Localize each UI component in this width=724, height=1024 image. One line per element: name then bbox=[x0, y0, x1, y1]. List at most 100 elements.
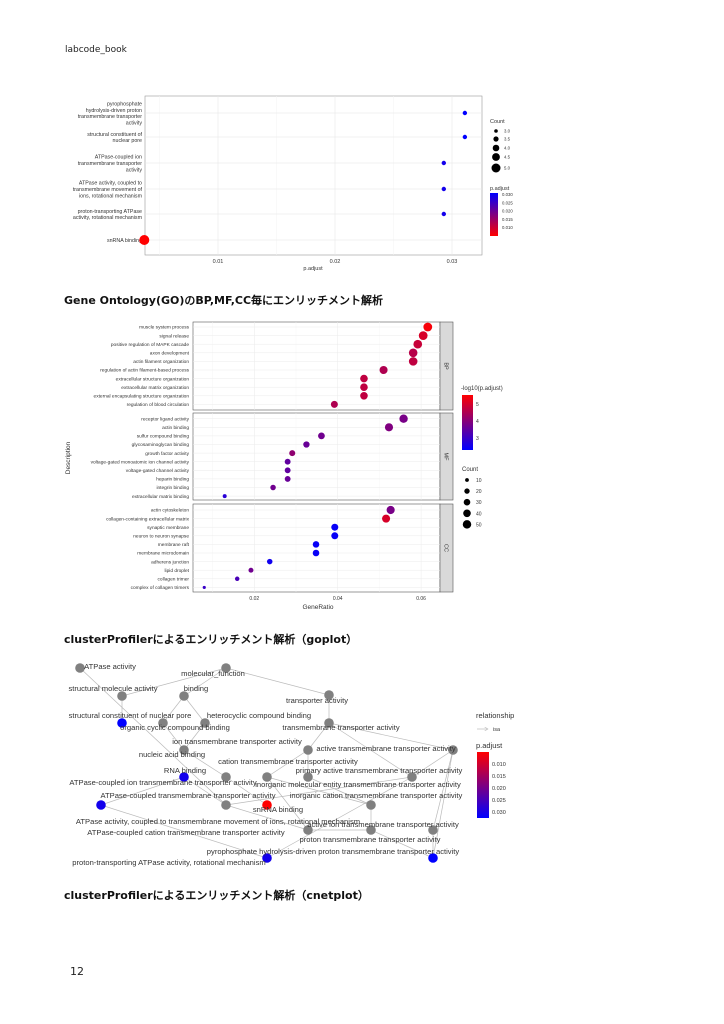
legend-count-label: 5.0 bbox=[504, 166, 511, 171]
edge-isa bbox=[308, 722, 330, 750]
legend-count-label: 50 bbox=[476, 522, 482, 528]
go-node bbox=[117, 691, 127, 701]
facet-strip-label: CC bbox=[443, 544, 449, 552]
legend-colorbar bbox=[490, 193, 498, 236]
edge-isa bbox=[122, 667, 227, 696]
legend-color-label: 0.020 bbox=[492, 786, 506, 792]
y-tick-label: receptor ligand activity bbox=[141, 416, 189, 422]
go-node-label: ATPase-coupled transmembrane transporter… bbox=[100, 791, 275, 800]
dotplot-chart: 0.01 0.02 0.03 p.adjust pyrophosphatehydroly… bbox=[73, 95, 513, 272]
edge-isa bbox=[225, 667, 329, 695]
y-tick-label: neuron to neuron synapse bbox=[133, 534, 189, 540]
facet-strip bbox=[439, 503, 454, 593]
y-tick-label: activity, rotational mechanism bbox=[73, 215, 143, 221]
legend-count-label: 3.0 bbox=[504, 129, 511, 134]
data-point bbox=[384, 423, 394, 432]
go-node bbox=[221, 663, 231, 673]
y-tick-label: collagen-containing extracellular matrix bbox=[106, 516, 190, 522]
edge-isa bbox=[307, 776, 371, 805]
data-point bbox=[284, 467, 291, 474]
data-point bbox=[303, 441, 310, 448]
y-tick-label: voltage-gated monoatomic ion channel act… bbox=[91, 459, 190, 465]
section-heading-goplot: clusterProfilerによるエンリッチメント解析（goplot） bbox=[64, 633, 358, 646]
y-tick-label: complex of collagen trimers bbox=[131, 585, 190, 591]
y-tick-label: sulfur compound binding bbox=[137, 434, 190, 440]
legend-edge-label: isa bbox=[493, 727, 501, 733]
y-tick-label: activity bbox=[126, 120, 143, 126]
legend-color-label: 3 bbox=[476, 436, 479, 442]
data-point bbox=[312, 541, 320, 548]
facet-panel bbox=[192, 321, 441, 411]
go-node bbox=[448, 745, 458, 755]
go-node-label: ATPase activity, coupled to transmembran… bbox=[76, 817, 360, 826]
y-tick-label: actin filament organization bbox=[133, 359, 189, 365]
section-heading-cnetplot: clusterProfilerによるエンリッチメント解析（cnetplot） bbox=[64, 889, 369, 902]
facet-panel bbox=[192, 412, 441, 501]
go-node bbox=[366, 825, 376, 835]
go-node-label: ATPase activity bbox=[84, 662, 136, 671]
edge-isa bbox=[412, 749, 454, 777]
data-point bbox=[360, 374, 368, 383]
go-node-label: ion transmembrane transporter activity bbox=[172, 737, 302, 746]
edge-isa bbox=[183, 695, 205, 723]
legend-count-dot bbox=[464, 488, 470, 494]
y-tick-label: ATPase-coupled ion bbox=[95, 155, 142, 161]
edge-isa bbox=[328, 722, 453, 750]
data-point bbox=[382, 514, 391, 523]
x-axis-label: GeneRatio bbox=[302, 604, 333, 611]
page-number: 12 bbox=[70, 965, 84, 978]
y-tick-label: ATPase activity, coupled to bbox=[79, 181, 142, 187]
legend-color-title: p.adjust bbox=[476, 741, 503, 750]
legend-count-dot bbox=[494, 129, 498, 133]
legend-edge-title: relationship bbox=[476, 711, 514, 720]
y-tick-label: positive regulation of MAPK cascade bbox=[111, 342, 189, 348]
go-node bbox=[324, 690, 334, 700]
legend-color-label: 0.020 bbox=[502, 209, 513, 214]
legend-color-title: -log10(p.adjust) bbox=[461, 386, 503, 392]
y-tick-label: extracellular matrix organization bbox=[121, 385, 189, 391]
y-tick-label: growth factor activity bbox=[145, 451, 189, 457]
data-point bbox=[139, 235, 150, 245]
go-node-label: pyrophosphate hydrolysis-driven proton t… bbox=[207, 847, 460, 856]
data-point bbox=[423, 322, 433, 332]
legend-color-title: p.adjust bbox=[490, 186, 510, 192]
x-tick-label: 0.04 bbox=[333, 596, 343, 602]
go-node bbox=[179, 691, 189, 701]
data-point bbox=[441, 186, 447, 192]
y-tick-label: pyrophosphate bbox=[107, 102, 142, 108]
edge-isa bbox=[267, 776, 413, 858]
legend-color-label: 0.010 bbox=[492, 762, 506, 768]
y-tick-label: membrane raft bbox=[158, 542, 190, 548]
y-tick-label: transmembrane transporter bbox=[78, 161, 142, 167]
y-tick-label: regulation of blood circulation bbox=[127, 402, 190, 408]
go-node-label: molecular_function bbox=[181, 669, 245, 678]
data-point bbox=[418, 331, 428, 340]
edge-isa bbox=[433, 749, 454, 858]
go-node-label: primary active transmembrane transporter… bbox=[296, 766, 463, 775]
edge-isa bbox=[101, 776, 185, 805]
data-point bbox=[284, 475, 291, 482]
go-node-label: organic cyclic compound binding bbox=[120, 723, 230, 732]
edge-isa bbox=[225, 776, 267, 805]
legend-color-label: 0.015 bbox=[492, 774, 506, 780]
data-point bbox=[408, 348, 418, 358]
go-node bbox=[179, 772, 189, 782]
x-axis-label: p.adjust bbox=[303, 266, 323, 272]
data-point bbox=[379, 365, 388, 375]
go-node bbox=[428, 825, 438, 835]
data-point bbox=[441, 211, 447, 217]
go-node-label: heterocyclic compound binding bbox=[207, 711, 311, 720]
legend-count-dot bbox=[465, 478, 469, 482]
go-node bbox=[96, 800, 106, 810]
go-node bbox=[75, 663, 85, 673]
legend-colorbar bbox=[462, 395, 473, 450]
go-node-label: inorganic cation transmembrane transport… bbox=[290, 791, 463, 800]
go-node bbox=[221, 772, 231, 782]
legend-color-label: 4 bbox=[476, 419, 479, 425]
go-node-label: transporter activity bbox=[286, 696, 348, 705]
go-node-label: ATPase-coupled ion transmembrane transpo… bbox=[69, 778, 256, 787]
go-node bbox=[262, 800, 272, 810]
data-point bbox=[266, 558, 273, 565]
y-tick-label: glycosaminoglycan binding bbox=[132, 442, 190, 448]
